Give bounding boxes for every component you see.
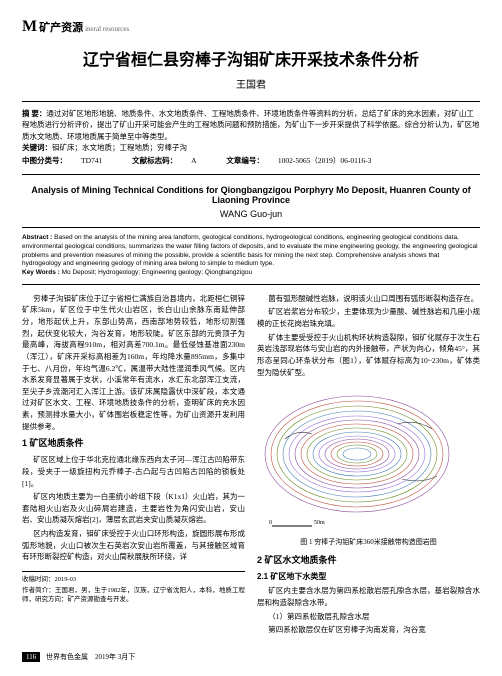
section-label-cn: 矿产资源 [39,19,83,35]
issue-info: 2019年 3月下 [95,653,135,661]
author-en: WANG Guo-jun [22,209,480,219]
section-header: M 矿产资源 ineral resources [22,18,480,36]
body-paragraph: （1）第四系松散层孔隙含水层 [257,611,480,623]
body-paragraph: 穷棒子沟钼矿床位于辽宁省桓仁满族自治县境内，北距桓仁铜锌矿床5km，矿区位于中生… [22,293,245,433]
article-title-en: Analysis of Mining Technical Conditions … [22,185,480,205]
column-right: 菌有弧形酸碱性岩脉，说明该火山口周围有弧形断裂构造存在。 矿区岩浆岩分布较少，主… [257,293,480,638]
body-paragraph: 区内构造发育，钼矿床受控于火山口环形构造，旋圆形展布形成弧形地貌，火山口被次生石… [22,528,245,563]
scale-start: 0 [269,520,272,526]
body-columns: 穷棒子沟钼矿床位于辽宁省桓仁满族自治县境内，北距桓仁铜锌矿床5km，矿区位于中生… [22,293,480,638]
abstract-text-cn: 通过对矿区地形地貌、地质条件、水文地质条件、工程地质条件、环境地质条件等资料的分… [22,109,480,141]
scale-end: 50m [314,520,325,526]
submission-date: 2019-03 [55,576,77,583]
heading-1: 1 矿区地质条件 [22,437,245,451]
figure-1: 0 50m 图 1 穷棒子沟钼矿床360米接触带构造图岩图 [257,384,480,548]
submission-info: 收稿时间：2019-03 作者简介：王国君，男，生于1982年，汉族，辽宁省沈阳… [22,571,245,604]
keywords-text-en: Mo Deposit; Hydrogeology; Engineering ge… [62,269,252,276]
heading-1: 2 矿区水文地质条件 [257,554,480,568]
section-mark: M [22,18,37,36]
page-footer: 116 世界有色金属 2019年 3月下 [22,652,135,662]
body-paragraph: 矿区岩浆岩分布较少，主要体现为少量酸、碱性脉岩和几座小规模的正长花岗岩珠充填。 [257,306,480,329]
abstract-label-en: Abstract : [22,234,52,241]
body-paragraph: 矿区内主要含水层为第四系松散岩层孔隙含水层，基岩裂隙含水层和构造裂隙含水带。 [257,585,480,608]
doc-code-value: A [191,156,196,165]
keywords-label-en: Key Words : [22,269,60,276]
heading-2: 2.1 矿区地下水类型 [257,571,480,583]
author-cn: 王国君 [22,76,480,91]
abstract-label-cn: 摘 要： [22,109,46,118]
clc-value: TD741 [81,156,102,165]
contour-map-svg: 0 50m [257,384,467,534]
column-left: 穷棒子沟钼矿床位于辽宁省桓仁满族自治县境内，北距桓仁铜锌矿床5km，矿区位于中生… [22,293,245,638]
article-id-value: 1002-5065（2019）06-0116-3 [278,156,371,165]
abstract-block-en: Abstract : Based on the analysis of the … [22,227,480,285]
keywords-label-cn: 关键词： [22,143,52,152]
figure-caption: 图 1 穷棒子沟钼矿床360米接触带构造图岩图 [257,537,480,548]
body-paragraph: 第四系松散层仅在矿区穷棒子沟南发育，沟谷宽 [257,624,480,636]
body-paragraph: 菌有弧形酸碱性岩脉，说明该火山口周围有弧形断裂构造存在。 [257,293,480,305]
section-label-en: ineral resources [85,25,129,33]
page-number: 116 [22,652,40,662]
abstract-text-en: Based on the analysis of the mining area… [22,234,478,267]
meta-line: 中图分类号：TD741 文献标志码：A 文章编号：1002-5065（2019）… [22,155,480,166]
abstract-block-cn: 摘 要：通过对矿区地形地貌、地质条件、水文地质条件、工程地质条件、环境地质条件等… [22,101,480,175]
body-paragraph: 矿区区域上位于华北克拉通北缘东西向太子河—浑江古凹陷带东段，受夹于一级旋扭构元乔… [22,454,245,489]
journal-name: 世界有色金属 [46,653,88,661]
body-paragraph: 矿区内地质主要为一白垩统小岭组下段（K1x1）火山岩，其为一套陆相火山岩及火山碎… [22,491,245,526]
article-title-cn: 辽宁省桓仁县穷棒子沟钼矿床开采技术条件分析 [22,46,480,70]
body-paragraph: 矿体主要受受控于火山机构环状构造裂隙，钼矿化赋存于次生石英岩浅部现岩体与安山岩的… [257,332,480,379]
keywords-text-cn: 钼矿床；水文地质；工程地质；穷棒子沟 [52,143,187,152]
author-bio: 王国君，男，生于1982年，汉族，辽宁省沈阳人，本科，地质工程师，研究方向：矿产… [22,587,245,603]
